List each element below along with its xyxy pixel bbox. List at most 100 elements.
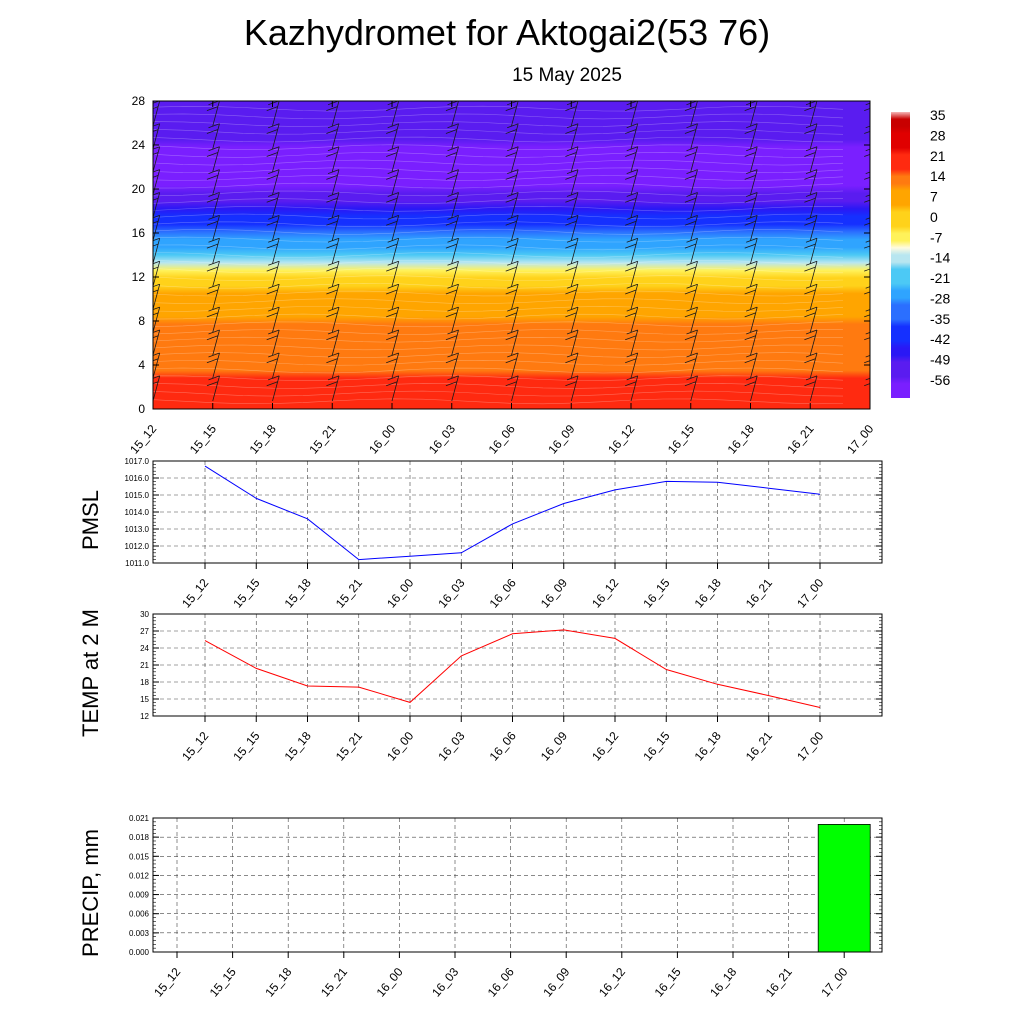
wind-barb-staff: [570, 169, 579, 195]
x-tick-label: 16_18: [692, 576, 724, 611]
wind-barb-staff: [391, 306, 400, 333]
y-tick-label: 30: [140, 610, 149, 619]
contour-line: [153, 190, 844, 197]
wind-barb-feather: [206, 266, 219, 272]
wind-barb-feather: [387, 237, 399, 243]
wind-barb-feather: [684, 266, 697, 272]
wind-barb-feather: [153, 266, 159, 270]
wind-barb-feather: [206, 289, 219, 295]
wind-barb-feather: [445, 129, 458, 134]
wind-barb-feather: [445, 312, 458, 318]
wind-barb-feather: [505, 175, 517, 180]
wind-barb-staff: [570, 284, 579, 310]
wind-barb-feather: [266, 266, 278, 272]
wind-barb-staff: [212, 352, 220, 379]
wind-barb-staff: [630, 146, 639, 172]
contour-line: [153, 275, 844, 281]
wind-barb-feather: [744, 129, 756, 134]
wind-barb-feather: [626, 237, 638, 243]
wind-barb-feather: [447, 352, 459, 358]
wind-barb-feather: [507, 375, 519, 381]
wind-barb-feather: [387, 123, 399, 129]
y-tick-label: 1012.0: [125, 542, 150, 551]
x-tick-label: 16_09: [545, 422, 577, 457]
colorbar-label: -14: [930, 250, 950, 266]
wind-barb-feather: [268, 169, 280, 174]
wind-barb-feather: [626, 146, 638, 152]
wind-barb-feather: [505, 312, 517, 318]
x-tick-label: 16_15: [665, 422, 697, 457]
wind-barb-staff: [809, 238, 818, 264]
wind-barb-feather: [387, 192, 399, 197]
wind-barb-staff: [690, 284, 698, 310]
wind-barb-staff: [511, 169, 519, 195]
y-tick-label: 27: [140, 627, 149, 636]
contour-line: [153, 236, 844, 243]
wind-barb-staff: [272, 215, 280, 241]
x-tick-label: 16_00: [374, 965, 406, 1000]
wind-barb-feather: [153, 152, 159, 155]
wind-barb-feather: [206, 335, 219, 341]
wind-barb-feather: [626, 375, 638, 381]
wind-barb-feather: [507, 123, 519, 129]
wind-barb-staff: [212, 238, 220, 264]
wind-barb-feather: [387, 215, 399, 220]
wind-barb-feather: [153, 192, 160, 196]
wind-barb-feather: [507, 237, 519, 243]
wind-barb-feather: [208, 146, 220, 152]
wind-barb-feather: [388, 78, 399, 82]
plot-frame: [152, 817, 883, 953]
y-axis-label: PMSL: [78, 490, 103, 550]
wind-barb-staff: [869, 353, 870, 356]
wind-barb-feather: [153, 220, 159, 224]
contour-line: [153, 321, 844, 328]
wind-barb-feather: [686, 192, 698, 197]
wind-barb-staff: [331, 123, 340, 149]
wind-barb-feather: [266, 381, 278, 387]
wind-barb-staff: [869, 170, 870, 172]
wind-barb-staff: [451, 306, 459, 333]
x-tick-label: 15_12: [127, 422, 159, 457]
wind-barb-staff: [690, 192, 698, 218]
contour-line: [153, 344, 844, 351]
wind-barb-feather: [684, 106, 697, 111]
wind-barb-staff: [690, 329, 698, 356]
wind-barb-staff: [570, 261, 579, 287]
y-tick-label: 0.015: [129, 852, 150, 861]
contour-line: [153, 329, 844, 335]
wind-barb-feather: [565, 358, 577, 364]
chart-title: Kazhydromet for Aktogai2(53 76): [243, 12, 771, 53]
wind-barb-feather: [746, 146, 758, 152]
x-tick-label: 15_21: [306, 422, 338, 457]
wind-barb-feather: [684, 129, 697, 134]
wind-barb-feather: [208, 192, 220, 197]
wind-barb-staff: [630, 329, 639, 356]
contour-line: [153, 121, 844, 127]
x-tick-label: 16_12: [605, 422, 637, 457]
y-tick-label: 12: [132, 270, 146, 284]
wind-barb-staff: [869, 284, 870, 287]
wind-barb-feather: [507, 192, 519, 197]
wind-barb-feather: [153, 260, 160, 265]
contour-line: [153, 398, 844, 405]
wind-barb-feather: [327, 215, 340, 220]
wind-barb-feather: [627, 78, 638, 82]
wind-barb-feather: [505, 197, 517, 203]
wind-barb-feather: [865, 148, 870, 152]
wind-barb-feather: [153, 215, 160, 219]
wind-barb-feather: [327, 375, 340, 381]
contour-line: [153, 144, 844, 151]
wind-barb-feather: [268, 123, 280, 129]
series-line: [204, 629, 821, 708]
wind-barb-feather: [745, 84, 756, 88]
wind-barb-staff: [391, 284, 400, 310]
wind-barb-feather: [387, 329, 399, 335]
wind-barb-feather: [268, 329, 280, 335]
wind-barb-feather: [505, 220, 517, 226]
x-tick-label: 15_12: [179, 576, 211, 611]
wind-barb-staff: [451, 284, 459, 310]
wind-barb-feather: [149, 78, 160, 82]
contour-line: [153, 136, 844, 143]
wind-barb-staff: [750, 284, 758, 310]
wind-barb-feather: [805, 283, 818, 289]
